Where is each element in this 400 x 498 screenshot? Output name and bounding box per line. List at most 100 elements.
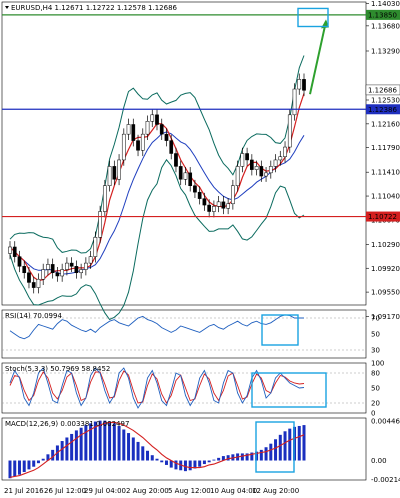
macd-histogram-bar <box>288 428 292 461</box>
y-tick-label: 1.13680 <box>371 22 400 30</box>
y-tick-label: 1.13290 <box>371 47 400 55</box>
candle-body <box>216 201 221 207</box>
macd-histogram-bar <box>183 460 187 472</box>
y-tick-label: 1.11790 <box>371 144 400 152</box>
candle-body <box>268 166 273 174</box>
rsi-y-tick-label: 70 <box>371 315 380 323</box>
candle-body <box>292 88 297 116</box>
candle-body <box>287 114 292 148</box>
macd-histogram-bar <box>274 439 278 461</box>
candle-body <box>226 203 230 209</box>
symbol-arrow-icon <box>5 6 9 9</box>
macd-histogram-bar <box>13 460 17 477</box>
macd-histogram-bar <box>60 441 64 461</box>
macd-highlight-box <box>255 421 295 473</box>
level-label-bg-1 <box>366 104 400 115</box>
macd-histogram-bar <box>41 458 45 461</box>
candle-body <box>12 246 17 257</box>
current-price-label: 1.12686 <box>368 86 397 94</box>
macd-title: MACD(12,26,9) 0.003381 0.002497 <box>5 420 129 428</box>
y-tick-label: 1.14030 <box>371 0 400 8</box>
candle-body <box>8 246 12 254</box>
macd-histogram-bar <box>27 460 31 470</box>
macd-histogram-bar <box>202 460 206 465</box>
rsi-highlight-box <box>261 314 299 346</box>
macd-histogram-bar <box>22 460 26 473</box>
candle-body <box>36 278 41 288</box>
macd-histogram-bar <box>226 455 230 461</box>
stoch-y-tick-label: 20 <box>371 400 380 408</box>
macd-signal-line <box>9 421 305 478</box>
rsi-y-tick-label: 50 <box>371 331 380 339</box>
macd-histogram-bar <box>250 452 254 461</box>
forecast-arrow <box>309 21 327 95</box>
candle-body <box>117 159 121 180</box>
candle-body <box>121 133 126 161</box>
macd-histogram-bar <box>8 460 12 479</box>
x-tick-label: 26 Jul 12:00 <box>44 487 86 495</box>
macd-y-tick-label: 0.00 <box>371 457 387 465</box>
main-title: EURUSD,H4 1.12671 1.12722 1.12578 1.1268… <box>11 4 178 12</box>
candle-body <box>212 206 216 212</box>
y-tick-label: 1.12530 <box>371 96 400 104</box>
macd-histogram-bar <box>240 453 244 461</box>
macd-histogram-bar <box>127 433 131 461</box>
candle-body <box>145 121 150 135</box>
macd-histogram-bar <box>89 423 93 461</box>
macd-histogram-bar <box>302 425 306 461</box>
macd-histogram-bar <box>103 420 107 461</box>
candle-body <box>155 114 159 125</box>
candle-body <box>273 159 278 167</box>
x-tick-label: 2 Aug 20:00 <box>126 487 169 495</box>
y-tick-label: 1.11040 <box>371 193 400 201</box>
macd-y-tick-label: 0.00446 <box>371 418 400 426</box>
macd-histogram-bar <box>155 458 159 461</box>
rsi-y-tick-label: 30 <box>371 347 380 355</box>
macd-histogram-bar <box>93 421 97 461</box>
candle-body <box>245 153 249 161</box>
macd-histogram-bar <box>212 459 216 461</box>
rsi-line <box>9 314 304 340</box>
candle-body <box>249 159 254 170</box>
candle-body <box>235 166 240 186</box>
candle-body <box>259 166 264 177</box>
candle-body <box>264 172 268 177</box>
candle-body <box>84 262 88 270</box>
macd-histogram-bar <box>146 450 150 461</box>
candle-body <box>221 201 226 209</box>
macd-histogram-bar <box>17 460 21 475</box>
y-tick-label: 1.09920 <box>371 265 400 273</box>
candle-body <box>207 204 212 212</box>
macd-histogram-bar <box>117 425 121 461</box>
macd-histogram-bar <box>193 460 197 469</box>
candle-body <box>88 256 93 264</box>
macd-histogram-bar <box>160 460 164 463</box>
macd-histogram-bar <box>174 460 178 470</box>
bollinger-lower-line <box>9 158 305 321</box>
candle-body <box>283 146 287 157</box>
stoch-title: Stoch(5,3,3) 50.7969 58.8452 <box>5 365 110 373</box>
candle-body <box>98 211 102 238</box>
candle-body <box>22 266 27 274</box>
bollinger-upper-line <box>9 55 305 254</box>
stoch-y-tick-label: 0 <box>371 410 375 418</box>
macd-histogram-bar <box>264 447 268 461</box>
candle-body <box>178 166 183 180</box>
macd-histogram-bar <box>259 449 263 461</box>
macd-histogram-bar <box>297 425 301 461</box>
macd-histogram-bar <box>136 441 140 461</box>
target-box <box>297 7 329 28</box>
macd-y-tick-label: -0.00214 <box>371 476 400 484</box>
candle-body <box>126 124 131 135</box>
stoch-y-tick-label: 50 <box>371 385 380 393</box>
candle-body <box>150 114 155 122</box>
candle-body <box>254 166 259 170</box>
stoch-y-tick-label: 100 <box>371 360 384 368</box>
macd-histogram-bar <box>122 429 126 461</box>
rsi-title: RSI(14) 70.0994 <box>5 312 62 320</box>
macd-histogram-bar <box>108 421 112 461</box>
y-tick-label: 1.11410 <box>371 169 400 177</box>
candle-body <box>79 269 83 274</box>
candle-body <box>107 166 112 186</box>
